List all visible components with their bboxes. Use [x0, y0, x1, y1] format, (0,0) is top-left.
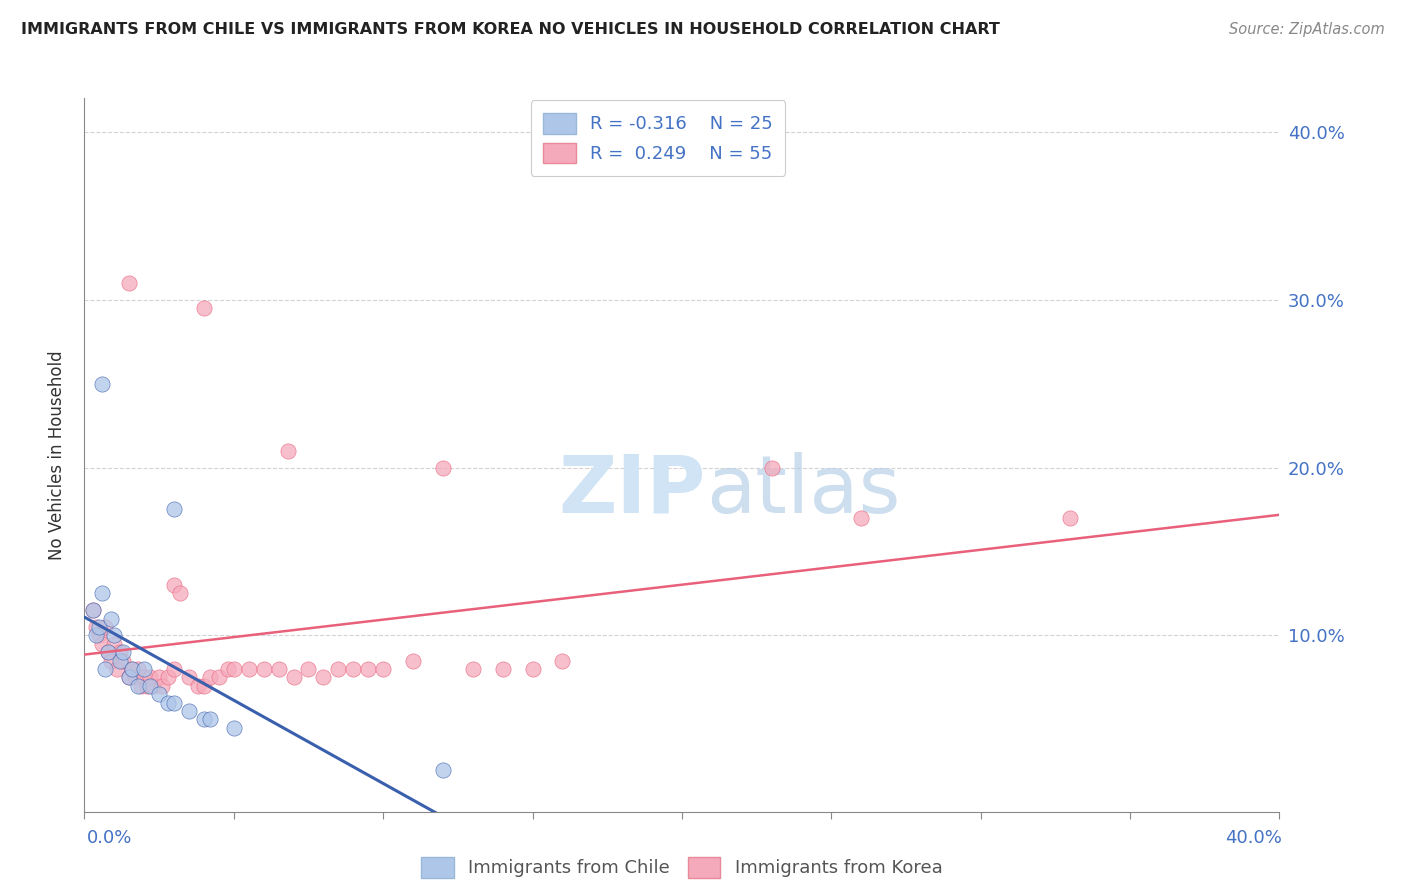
Point [150, 679, 173, 693]
Point [91, 637, 114, 651]
Point [402, 654, 425, 668]
Point [118, 670, 141, 684]
Text: atlas: atlas [706, 451, 900, 530]
Point [157, 670, 180, 684]
Point [127, 662, 149, 676]
Point [86, 620, 108, 634]
Point [124, 670, 146, 684]
Point [849, 511, 872, 525]
Point [86, 628, 108, 642]
Point [139, 679, 162, 693]
Point [157, 696, 180, 710]
Point [136, 679, 159, 693]
Point [103, 637, 125, 651]
Point [312, 670, 335, 684]
Y-axis label: No Vehicles in Household: No Vehicles in Household [48, 350, 66, 560]
Point [163, 502, 186, 516]
Point [177, 704, 200, 718]
Point [82, 603, 104, 617]
Point [253, 662, 276, 676]
Point [148, 670, 170, 684]
Point [97, 645, 120, 659]
Text: ZIP: ZIP [558, 451, 706, 530]
Point [238, 662, 260, 676]
Point [100, 612, 122, 626]
Point [97, 645, 120, 659]
Text: Source: ZipAtlas.com: Source: ZipAtlas.com [1229, 22, 1385, 37]
Point [222, 662, 245, 676]
Point [148, 687, 170, 701]
Point [169, 586, 191, 600]
Point [277, 443, 299, 458]
Point [222, 721, 245, 735]
Point [187, 679, 209, 693]
Point [297, 662, 319, 676]
Point [118, 276, 141, 290]
Point [761, 460, 783, 475]
Point [129, 679, 152, 693]
Point [110, 654, 132, 668]
Point [112, 645, 135, 659]
Text: 40.0%: 40.0% [1226, 829, 1282, 847]
Point [139, 670, 162, 684]
Point [217, 662, 239, 676]
Point [1059, 511, 1081, 525]
Point [94, 662, 117, 676]
Point [198, 670, 221, 684]
Point [127, 679, 149, 693]
Point [91, 586, 114, 600]
Point [193, 712, 215, 726]
Point [193, 301, 215, 315]
Point [492, 662, 515, 676]
Point [461, 662, 484, 676]
Point [82, 603, 104, 617]
Legend: Immigrants from Chile, Immigrants from Korea: Immigrants from Chile, Immigrants from K… [413, 849, 950, 885]
Point [522, 662, 544, 676]
Point [198, 712, 221, 726]
Point [328, 662, 350, 676]
Point [163, 696, 186, 710]
Point [177, 670, 200, 684]
Point [94, 620, 117, 634]
Point [112, 654, 135, 668]
Point [121, 662, 143, 676]
Point [432, 763, 454, 777]
Point [193, 679, 215, 693]
Point [342, 662, 364, 676]
Point [163, 662, 186, 676]
Point [357, 662, 380, 676]
Point [89, 620, 111, 634]
Point [105, 662, 128, 676]
Point [142, 679, 165, 693]
Point [551, 654, 574, 668]
Point [163, 578, 186, 592]
Point [283, 670, 305, 684]
Point [267, 662, 290, 676]
Point [118, 670, 141, 684]
Point [371, 662, 394, 676]
Text: IMMIGRANTS FROM CHILE VS IMMIGRANTS FROM KOREA NO VEHICLES IN HOUSEHOLD CORRELAT: IMMIGRANTS FROM CHILE VS IMMIGRANTS FROM… [21, 22, 1000, 37]
Point [121, 662, 143, 676]
Text: 0.0%: 0.0% [87, 829, 132, 847]
Point [103, 628, 125, 642]
Point [110, 645, 132, 659]
Point [100, 654, 122, 668]
Point [432, 460, 454, 475]
Point [132, 670, 156, 684]
Point [208, 670, 231, 684]
Point [132, 662, 156, 676]
Point [91, 376, 114, 391]
Point [89, 628, 111, 642]
